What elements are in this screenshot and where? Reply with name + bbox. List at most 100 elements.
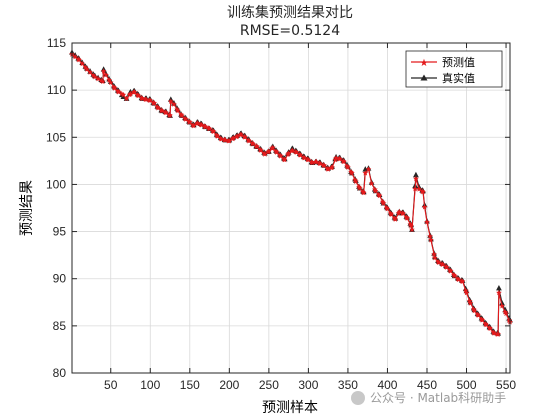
axes-frame [71, 42, 511, 374]
predicted-point [76, 57, 82, 63]
legend: ★ 预测值 真实值 [405, 50, 503, 88]
predicted-point [413, 175, 419, 182]
predicted-point [447, 268, 454, 274]
predicted-point [443, 264, 450, 270]
predicted-point [155, 105, 161, 111]
predicted-point [496, 289, 502, 296]
predicted-point [206, 125, 213, 132]
x-axis-label: 预测样本 [262, 400, 318, 416]
predicted-point [230, 135, 237, 141]
predicted-point [174, 106, 180, 112]
predicted-point [380, 200, 387, 206]
x-tick-label: 550 [496, 378, 516, 392]
predicted-point [352, 176, 358, 183]
predicted-point [222, 137, 229, 143]
legend-triangle-icon [420, 74, 428, 81]
predicted-point [262, 151, 268, 157]
predicted-point [329, 164, 335, 170]
predicted-point [495, 331, 501, 337]
predicted-point [459, 278, 466, 284]
predicted-point [409, 226, 415, 233]
predicted-point [186, 119, 193, 125]
y-tick-label: 100 [46, 177, 66, 191]
legend-label-actual: 真实值 [442, 71, 475, 85]
predicted-point [353, 178, 359, 184]
predicted-point [435, 258, 441, 265]
predicted-point [100, 68, 107, 74]
predicted-point [368, 180, 375, 186]
predicted-point [270, 144, 276, 151]
predicted-point [168, 98, 174, 104]
predicted-point [325, 166, 331, 172]
predicted-point [277, 153, 284, 159]
predicted-point [431, 251, 437, 257]
predicted-point [483, 321, 490, 328]
y-tick-label: 115 [47, 36, 66, 50]
predicted-point [400, 210, 407, 217]
predicted-point [293, 149, 300, 155]
predicted-point [198, 122, 205, 128]
predicted-point [135, 92, 142, 99]
predicted-point [360, 189, 367, 196]
predicted-point [479, 317, 486, 323]
predicted-point [123, 95, 130, 102]
predicted-point [163, 109, 169, 116]
predicted-point [90, 72, 97, 78]
predicted-point [266, 148, 272, 154]
predicted-point [309, 159, 316, 166]
predicted-point [471, 307, 478, 314]
predicted-point [383, 204, 390, 211]
predicted-point [317, 160, 324, 167]
predicted-point [210, 128, 217, 135]
predicted-point [190, 123, 197, 129]
predicted-point [427, 233, 433, 239]
predicted-point [285, 150, 292, 156]
legend-label-predicted: 预测值 [442, 56, 475, 69]
predicted-point [455, 276, 462, 283]
predicted-point [147, 97, 154, 103]
predicted-point [98, 77, 105, 84]
predicted-point [106, 77, 112, 83]
predicted-point [362, 170, 369, 176]
y-tick-label: 95 [53, 225, 67, 239]
actual-point [413, 171, 419, 178]
predicted-point [242, 134, 248, 140]
predicted-point [111, 85, 118, 91]
predicted-point [491, 330, 497, 336]
x-tick-label: 250 [259, 378, 279, 392]
predicted-point [462, 287, 469, 293]
watermark-text: 公众号 · Matlab科研助手 [370, 391, 506, 405]
predicted-point [301, 155, 308, 161]
x-tick-label: 200 [219, 378, 239, 392]
x-tick-label: 400 [377, 378, 397, 392]
predicted-point [226, 138, 233, 144]
axis-ticks: 50 100 150 200 250 300 350 400 450 500 550 80 85 90 95… [46, 36, 516, 392]
predicted-point [439, 261, 446, 267]
y-tick-label: 110 [47, 83, 66, 97]
predicted-point [424, 219, 430, 225]
actual-point [499, 300, 505, 306]
predicted-point [100, 78, 106, 85]
predicted-point [183, 116, 189, 122]
predicted-point [416, 186, 422, 192]
plot-area [69, 49, 513, 337]
legend-box [405, 50, 503, 88]
predicted-point [194, 120, 201, 126]
predicted-point [202, 123, 209, 130]
predicted-point [72, 53, 78, 60]
predicted-point [87, 69, 93, 75]
predicted-point [107, 79, 114, 85]
predicted-point [375, 191, 382, 198]
predicted-point [392, 216, 399, 222]
predicted-point [487, 325, 494, 332]
predicted-point [82, 64, 89, 70]
predicted-point [214, 133, 221, 139]
predicted-point [403, 214, 410, 220]
predicted-point [376, 192, 383, 199]
predicted-point [451, 272, 458, 279]
wechat-logo-icon [351, 391, 365, 405]
x-tick-label: 300 [298, 378, 318, 392]
x-tick-label: 350 [338, 378, 358, 392]
predicted-point [321, 162, 328, 168]
